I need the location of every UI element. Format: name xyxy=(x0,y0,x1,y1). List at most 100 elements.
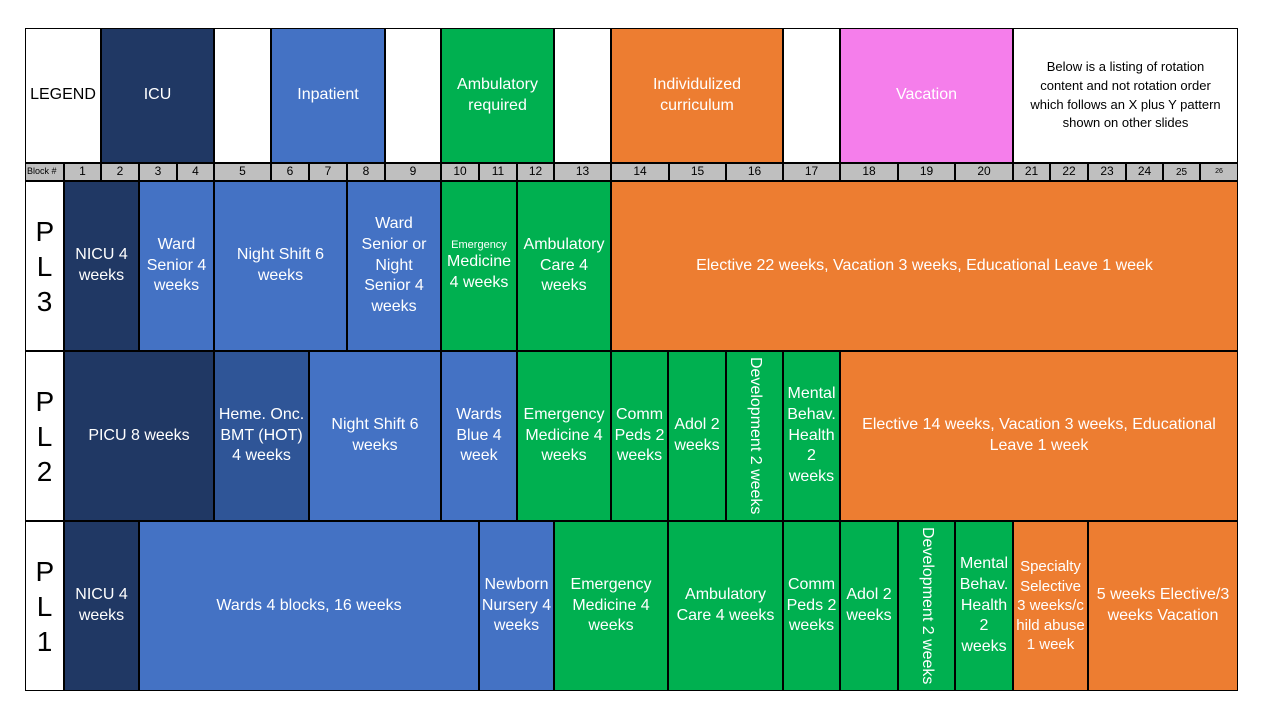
block-number: 6 xyxy=(271,163,309,181)
block-number-text: 23 xyxy=(1100,164,1114,179)
block-number: 7 xyxy=(309,163,347,181)
block-number: 25 xyxy=(1163,163,1200,181)
rotation-cell: Ward Senior 4 weeks xyxy=(139,181,214,351)
legend-item-label: Ambulatory required xyxy=(457,75,538,114)
block-number: 1 xyxy=(64,163,101,181)
rotation-cell-text: Night Shift 6 weeks xyxy=(331,416,419,454)
block-number-label-text: Block # xyxy=(27,166,57,177)
rotation-cell: Wards Blue 4 week xyxy=(441,351,517,521)
block-number-text: 3 xyxy=(154,164,162,179)
block-number: 23 xyxy=(1088,163,1126,181)
rotation-cell: Comm Peds 2 weeks xyxy=(611,351,668,521)
legend-item-individualized: Individulized curriculum xyxy=(611,28,783,163)
block-number-text: 12 xyxy=(528,164,543,179)
rotation-cell-text: Emergency Medicine 4 weeks xyxy=(570,575,652,635)
block-number-text: 26 xyxy=(1215,168,1223,176)
block-number-text: 4 xyxy=(192,164,199,179)
block-number-text: 16 xyxy=(747,164,762,179)
legend-note: Below is a listing of rotation content a… xyxy=(1013,28,1238,163)
rotation-cell: Specialty Selective 3 weeks/child abuse … xyxy=(1013,521,1088,691)
row-label-pl3: PL3 xyxy=(25,181,64,351)
rotation-cell: Adol 2 weeks xyxy=(668,351,726,521)
rotation-cell-text-small: Emergency xyxy=(451,239,507,252)
block-number: 8 xyxy=(347,163,385,181)
rotation-cell: NICU 4 weeks xyxy=(64,521,139,691)
rotation-cell: Ambulatory Care 4 weeks xyxy=(668,521,783,691)
row-label-text: PL1 xyxy=(35,555,55,657)
rotation-cell: 5 weeks Elective/3 weeks Vacation xyxy=(1088,521,1238,691)
row-label-pl1: PL1 xyxy=(25,521,64,691)
rotation-cell-text: NICU 4 weeks xyxy=(75,586,128,624)
rotation-cell: Elective 22 weeks, Vacation 3 weeks, Edu… xyxy=(611,181,1238,351)
rotation-cell: Mental Behav. Health 2 weeks xyxy=(955,521,1013,691)
row-label-text: PL3 xyxy=(35,215,55,317)
rotation-cell: Wards 4 blocks, 16 weeks xyxy=(139,521,479,691)
row-label-text: PL2 xyxy=(35,385,55,487)
rotation-cell-text: Mental Behav. Health 2 weeks xyxy=(959,555,1009,656)
rotation-cell-text-vertical: Development 2 weeks xyxy=(918,527,936,685)
block-number-text: 17 xyxy=(804,164,819,179)
legend-note-text: Below is a listing of rotation content a… xyxy=(1030,58,1221,131)
rotation-cell-text: Ambulatory Care 4 weeks xyxy=(676,586,775,624)
block-number: 22 xyxy=(1050,163,1088,181)
rotation-cell: Mental Behav. Health 2 weeks xyxy=(783,351,840,521)
rotation-cell-text: Ward Senior 4 weeks xyxy=(146,235,207,295)
legend-title: LEGEND xyxy=(25,28,101,163)
block-number: 26 xyxy=(1200,163,1238,181)
block-number: 24 xyxy=(1126,163,1163,181)
legend-item-label: Inpatient xyxy=(297,86,359,104)
rotation-cell: Night Shift 6 weeks xyxy=(309,351,441,521)
rotation-cell-text: Adol 2 weeks xyxy=(846,586,892,624)
rotation-cell-text: Wards 4 blocks, 16 weeks xyxy=(216,596,402,614)
block-number-text: 6 xyxy=(286,164,294,179)
rotation-cell-text: Heme. Onc. BMT (HOT) 4 weeks xyxy=(218,405,305,465)
block-number: 5 xyxy=(214,163,271,181)
block-number-text: 7 xyxy=(324,164,332,179)
rotation-cell-text: Comm Peds 2 weeks xyxy=(614,405,665,465)
block-number: 4 xyxy=(177,163,214,181)
rotation-cell: Heme. Onc. BMT (HOT) 4 weeks xyxy=(214,351,309,521)
legend-item-inpatient: Inpatient xyxy=(271,28,385,163)
legend-spacer xyxy=(554,28,611,163)
block-number-text: 20 xyxy=(977,164,991,179)
rotation-cell-text-main: Medicine 4 weeks xyxy=(446,253,512,292)
block-number: 21 xyxy=(1013,163,1050,181)
legend-spacer xyxy=(385,28,441,163)
rotation-cell: PICU 8 weeks xyxy=(64,351,214,521)
rotation-cell-text: Elective 14 weeks, Vacation 3 weeks, Edu… xyxy=(862,416,1216,454)
legend-item-label: ICU xyxy=(143,86,172,104)
rotation-cell-text-vertical: Development 2 weeks xyxy=(746,357,764,515)
block-number: 12 xyxy=(517,163,554,181)
rotation-cell: Emergency Medicine 4 weeks xyxy=(554,521,668,691)
legend-item-icu: ICU xyxy=(101,28,214,163)
block-number-text: 14 xyxy=(633,164,647,179)
rotation-cell-text: Newborn Nursery 4 weeks xyxy=(481,575,552,635)
block-number-text: 25 xyxy=(1175,166,1188,178)
block-number-text: 22 xyxy=(1062,164,1076,179)
rotation-cell-text: Wards Blue 4 week xyxy=(456,405,502,465)
block-number-text: 2 xyxy=(116,164,124,179)
legend-spacer xyxy=(214,28,271,163)
block-number: 16 xyxy=(726,163,783,181)
block-number-text: 11 xyxy=(491,164,505,179)
block-number-text: 8 xyxy=(362,164,370,179)
rotation-cell-text: Adol 2 weeks xyxy=(674,416,720,454)
rotation-cell: Comm Peds 2 weeks xyxy=(783,521,840,691)
block-number: 10 xyxy=(441,163,479,181)
rotation-cell: Adol 2 weeks xyxy=(840,521,898,691)
row-label-pl2: PL2 xyxy=(25,351,64,521)
rotation-cell-text: Night Shift 6 weeks xyxy=(236,246,325,284)
block-number: 11 xyxy=(479,163,517,181)
block-number: 17 xyxy=(783,163,840,181)
block-number: 2 xyxy=(101,163,139,181)
rotation-cell-text: PICU 8 weeks xyxy=(88,426,190,444)
block-number-text: 21 xyxy=(1024,164,1039,179)
rotation-cell: Development 2 weeks xyxy=(726,351,783,521)
rotation-cell: Night Shift 6 weeks xyxy=(214,181,347,351)
legend-item-vacation: Vacation xyxy=(840,28,1013,163)
legend-title-text: LEGEND xyxy=(30,86,96,104)
rotation-cell-text: Specialty Selective 3 weeks/child abuse … xyxy=(1016,558,1085,654)
block-number-text: 24 xyxy=(1137,164,1152,179)
rotation-cell-text: 5 weeks Elective/3 weeks Vacation xyxy=(1096,586,1230,624)
block-number-text: 5 xyxy=(239,164,246,179)
